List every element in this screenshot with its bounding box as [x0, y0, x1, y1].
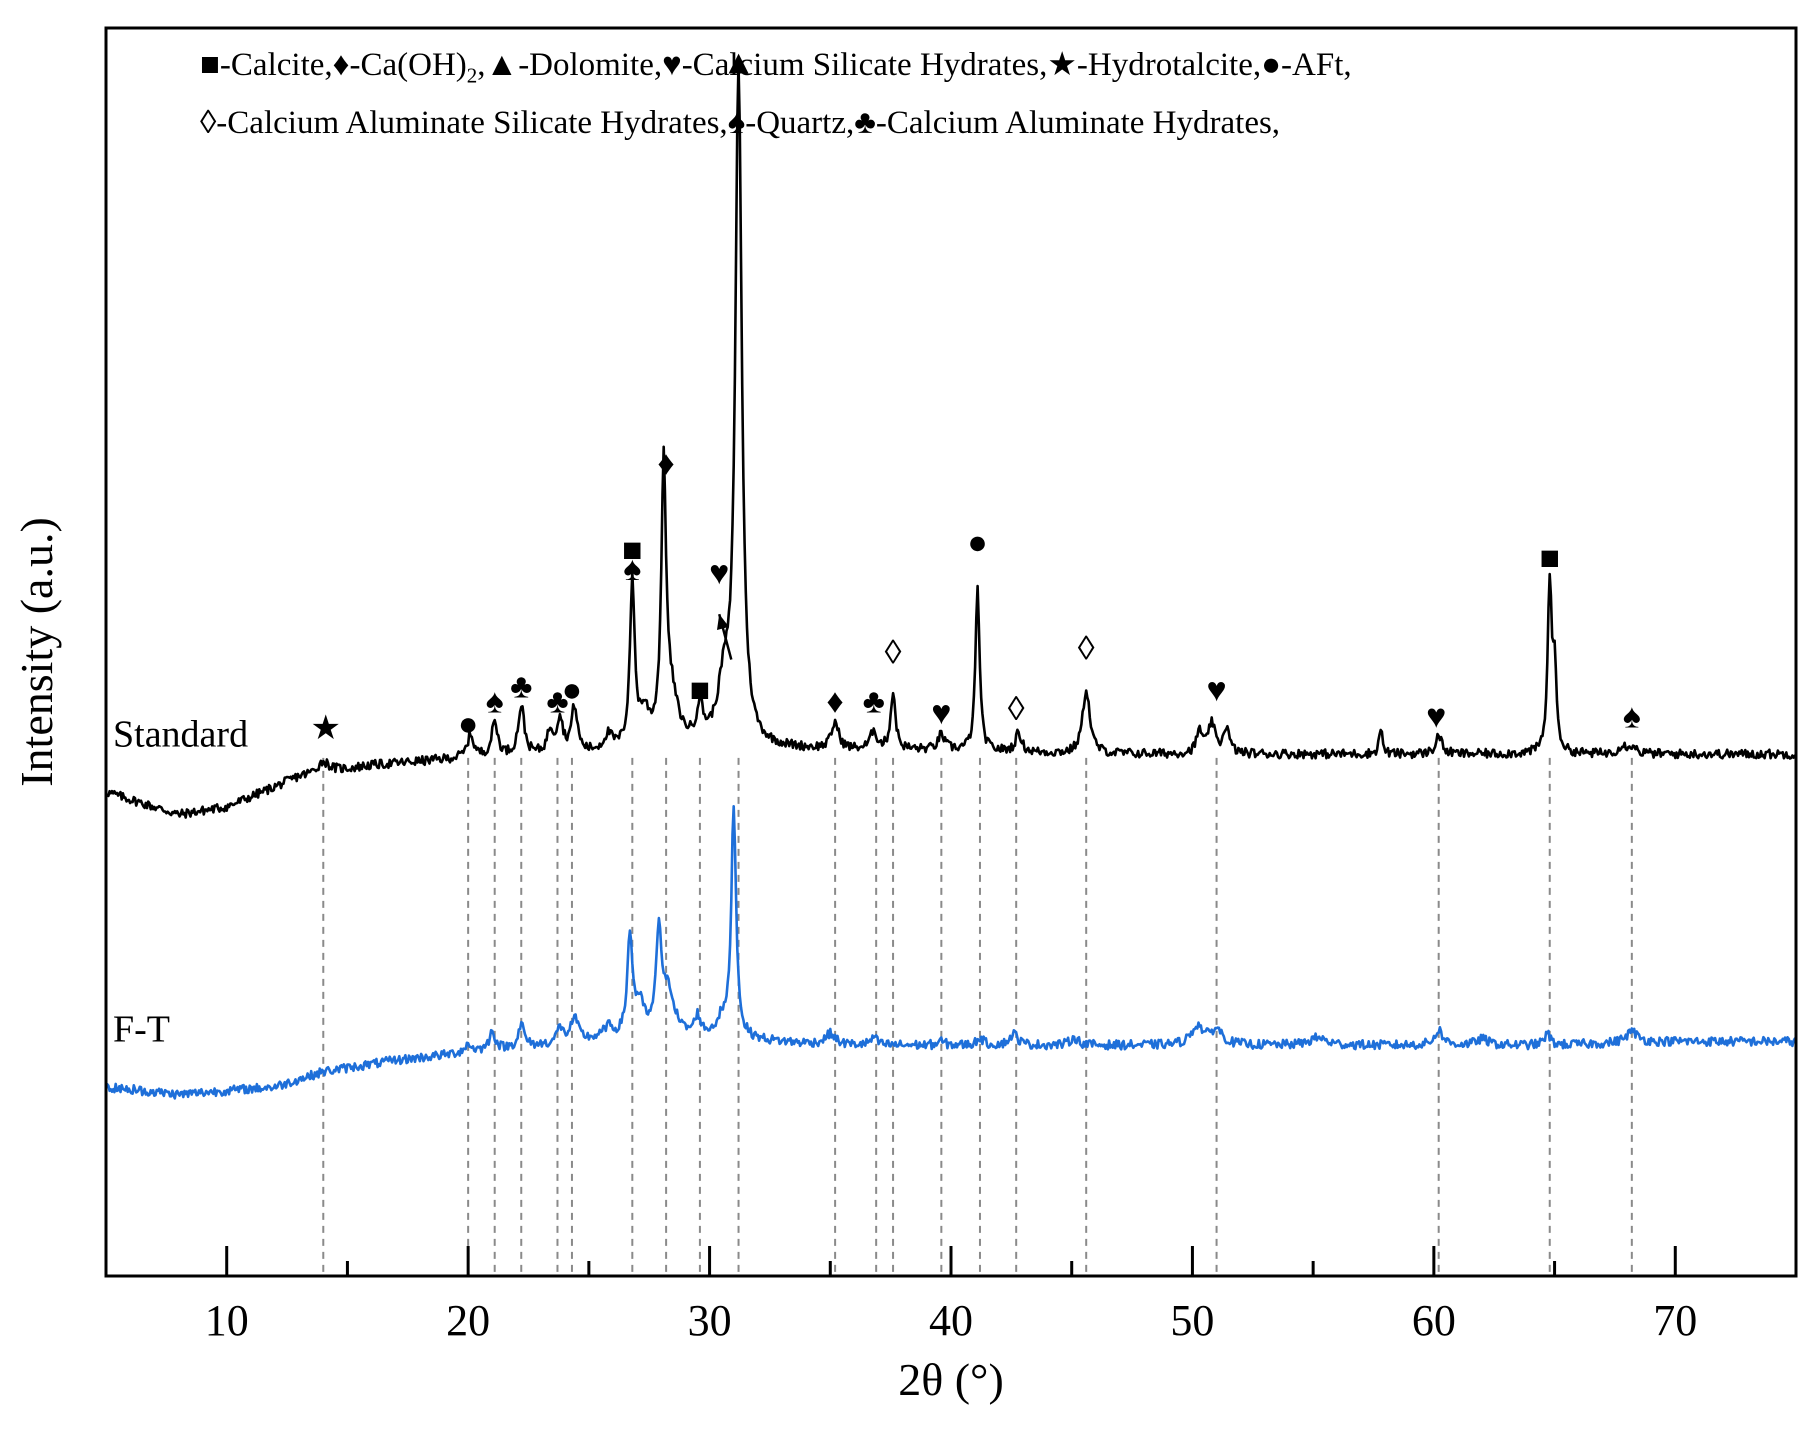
series-label-1: F-T: [113, 1009, 170, 1051]
peak-marker-17: ◊: [1008, 691, 1025, 728]
legend-item-4: ★-Hydrotalcite,: [1047, 47, 1262, 83]
y-axis-label: Intensity (a.u.): [11, 517, 62, 787]
peak-marker-7: ■: [622, 532, 643, 569]
x-axis-label: 2θ (°): [898, 1354, 1004, 1405]
peak-marker-12: ♦: [826, 684, 843, 721]
peak-marker-16: ●: [967, 525, 988, 562]
legend-item-0: ■-Calcite,: [200, 47, 333, 83]
legend-line-1: ■-Calcite,♦-Ca(OH)2,▲-Dolomite,♥-Calcium…: [200, 44, 1352, 89]
peak-marker-2: ♠: [486, 684, 504, 721]
peak-marker-21: ■: [1539, 540, 1560, 577]
peak-marker-6: ♠: [623, 551, 641, 588]
legend-line-2: ◊-Calcium Aluminate Silicate Hydrates,♠-…: [200, 105, 1280, 142]
peak-marker-22: ♠: [1623, 699, 1641, 736]
series-label-0: Standard: [113, 714, 248, 756]
peak-marker-1: ●: [458, 706, 479, 743]
peak-marker-20: ♥: [1426, 699, 1446, 736]
series-labels: Standard F-T: [113, 714, 248, 1051]
x-tick-label-60: 60: [1412, 1296, 1456, 1345]
peak-marker-10: ♥: [709, 555, 729, 592]
peak-marker-19: ♥: [1206, 672, 1226, 709]
series-layer: [104, 62, 1798, 1100]
x-tick-label-50: 50: [1170, 1296, 1214, 1345]
x-tick-label-10: 10: [205, 1296, 249, 1345]
legend-item-0: ◊-Calcium Aluminate Silicate Hydrates,: [200, 105, 728, 141]
peak-marker-0: ★: [310, 710, 340, 747]
plot-frame: [104, 26, 1798, 1278]
legend-item-2: ▲-Dolomite,: [485, 47, 663, 83]
series-line-0: [104, 62, 1797, 819]
legend-item-3: ♥-Calcium Silicate Hydrates,: [662, 47, 1048, 83]
peak-marker-11: ▲: [722, 44, 756, 81]
x-tick-label-70: 70: [1653, 1296, 1697, 1345]
peak-marker-18: ◊: [1078, 631, 1095, 668]
peak-marker-3: ♣: [510, 668, 532, 705]
peak-marker-14: ◊: [885, 634, 902, 671]
peak-marker-5: ●: [562, 672, 583, 709]
x-axis: 10 20 30 40 50 60 70: [205, 1246, 1697, 1345]
peak-marker-15: ♥: [931, 695, 951, 732]
x-tick-label-30: 30: [688, 1296, 732, 1345]
series-line-1: [104, 805, 1798, 1100]
legend-item-2: ♣-Calcium Aluminate Hydrates,: [854, 105, 1281, 141]
peak-annotations: ★ ●♠ ♣ ♣●♠■♦■♥▲♦ ♣◊♥●◊◊♥♥■♠: [310, 44, 1640, 747]
peak-marker-8: ♦: [657, 445, 674, 482]
peak-marker-9: ■: [690, 672, 711, 709]
reference-lines: [322, 757, 1633, 1276]
x-tick-label-20: 20: [446, 1296, 490, 1345]
legend-item-1: ♠-Quartz,: [727, 105, 855, 141]
peak-marker-13: ♣: [863, 684, 885, 721]
peak-marker-4: ♣: [546, 684, 568, 721]
legend-item-5: ●-AFt,: [1261, 47, 1352, 83]
legend-item-1: ♦-Ca(OH)2,: [332, 47, 486, 88]
annotation-arrow-head: [716, 614, 730, 631]
x-tick-label-40: 40: [929, 1296, 973, 1345]
